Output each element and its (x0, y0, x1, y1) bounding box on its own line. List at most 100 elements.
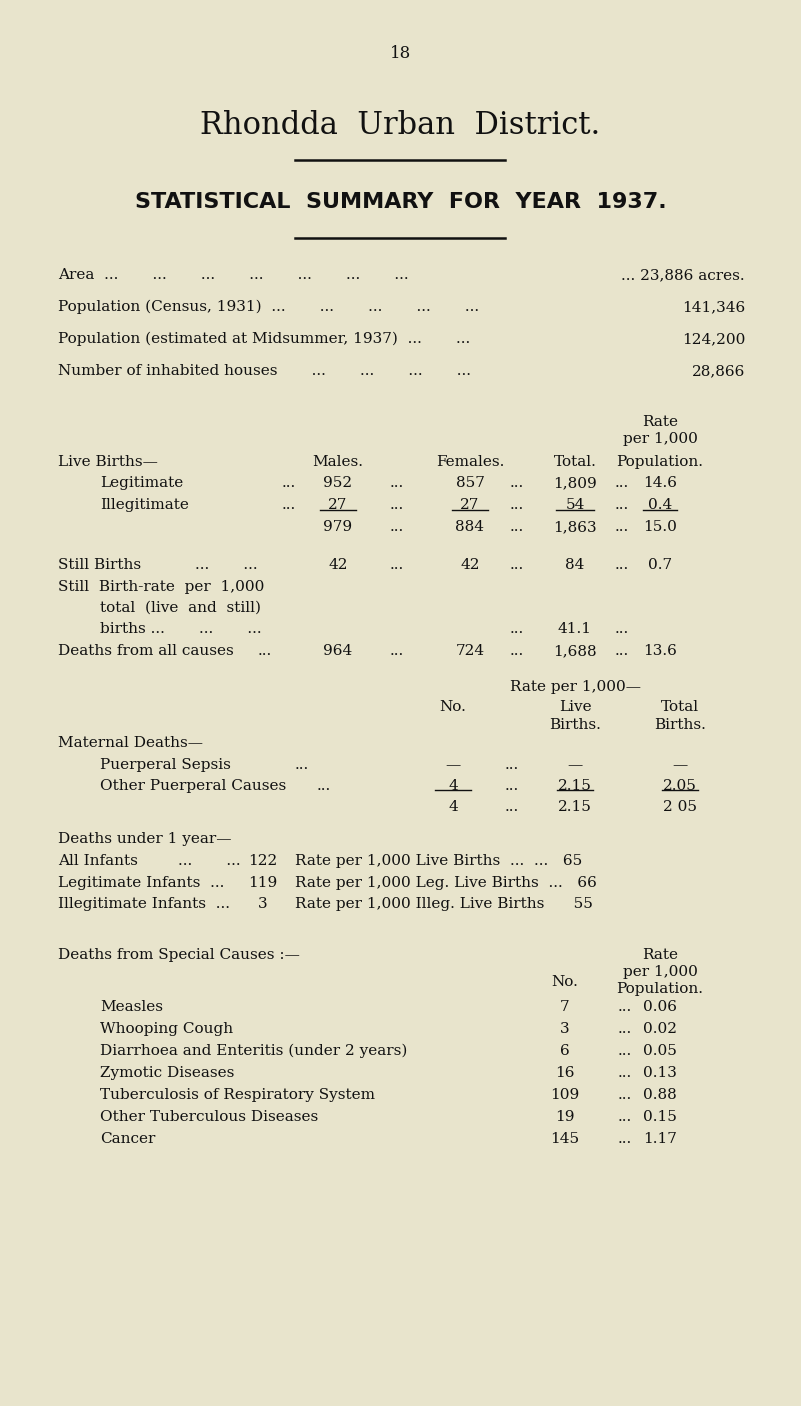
Text: Other Puerperal Causes: Other Puerperal Causes (100, 779, 286, 793)
Text: 0.13: 0.13 (643, 1066, 677, 1080)
Text: Females.: Females. (436, 456, 504, 470)
Text: Rate: Rate (642, 415, 678, 429)
Text: ...: ... (295, 758, 309, 772)
Text: ...: ... (615, 498, 630, 512)
Text: Rate per 1,000 Live Births  ...  ...   65: Rate per 1,000 Live Births ... ... 65 (295, 853, 582, 868)
Text: 15.0: 15.0 (643, 520, 677, 534)
Text: 109: 109 (550, 1088, 580, 1102)
Text: ...: ... (505, 800, 519, 814)
Text: Rate per 1,000 Leg. Live Births  ...   66: Rate per 1,000 Leg. Live Births ... 66 (295, 876, 597, 890)
Text: total  (live  and  still): total (live and still) (100, 600, 261, 614)
Text: Rate per 1,000 Illeg. Live Births      55: Rate per 1,000 Illeg. Live Births 55 (295, 897, 593, 911)
Text: 0.02: 0.02 (643, 1022, 677, 1036)
Text: Population.: Population. (617, 456, 703, 470)
Text: —: — (672, 758, 687, 772)
Text: 13.6: 13.6 (643, 644, 677, 658)
Text: 1,809: 1,809 (553, 477, 597, 491)
Text: 884: 884 (456, 520, 485, 534)
Text: ...: ... (615, 558, 630, 572)
Text: 4: 4 (448, 800, 458, 814)
Text: Live Births—: Live Births— (58, 456, 158, 470)
Text: 0.88: 0.88 (643, 1088, 677, 1102)
Text: ...: ... (618, 1109, 632, 1123)
Text: 0.05: 0.05 (643, 1045, 677, 1057)
Text: 2.15: 2.15 (558, 800, 592, 814)
Text: Other Tuberculous Diseases: Other Tuberculous Diseases (100, 1109, 318, 1123)
Text: Cancer: Cancer (100, 1132, 155, 1146)
Text: ...: ... (282, 498, 296, 512)
Text: 122: 122 (248, 853, 278, 868)
Text: Rhondda  Urban  District.: Rhondda Urban District. (200, 110, 601, 141)
Text: ...: ... (618, 1132, 632, 1146)
Text: ...: ... (505, 779, 519, 793)
Text: 4: 4 (448, 779, 458, 793)
Text: All Infants: All Infants (58, 853, 138, 868)
Text: Deaths from Special Causes :—: Deaths from Special Causes :— (58, 948, 300, 962)
Text: 0.7: 0.7 (648, 558, 672, 572)
Text: ...       ...: ... ... (195, 558, 258, 572)
Text: Population.: Population. (617, 981, 703, 995)
Text: per 1,000: per 1,000 (622, 432, 698, 446)
Text: STATISTICAL  SUMMARY  FOR  YEAR  1937.: STATISTICAL SUMMARY FOR YEAR 1937. (135, 193, 666, 212)
Text: ...: ... (615, 644, 630, 658)
Text: ...       ...: ... ... (178, 853, 240, 868)
Text: 0.15: 0.15 (643, 1109, 677, 1123)
Text: 979: 979 (324, 520, 352, 534)
Text: Still Births: Still Births (58, 558, 141, 572)
Text: ...: ... (615, 621, 630, 636)
Text: Total: Total (661, 700, 699, 714)
Text: 964: 964 (324, 644, 352, 658)
Text: Legitimate: Legitimate (100, 477, 183, 491)
Text: Illegitimate Infants  ...: Illegitimate Infants ... (58, 897, 230, 911)
Text: 2.05: 2.05 (663, 779, 697, 793)
Text: ...: ... (615, 477, 630, 491)
Text: 2.15: 2.15 (558, 779, 592, 793)
Text: 124,200: 124,200 (682, 332, 745, 346)
Text: 141,346: 141,346 (682, 299, 745, 314)
Text: Births.: Births. (549, 718, 601, 733)
Text: 2 05: 2 05 (663, 800, 697, 814)
Text: ...: ... (282, 477, 296, 491)
Text: Deaths from all causes: Deaths from all causes (58, 644, 234, 658)
Text: 27: 27 (328, 498, 348, 512)
Text: ...: ... (390, 498, 405, 512)
Text: 27: 27 (461, 498, 480, 512)
Text: 1.17: 1.17 (643, 1132, 677, 1146)
Text: No.: No. (440, 700, 466, 714)
Text: 119: 119 (248, 876, 278, 890)
Text: ...: ... (390, 558, 405, 572)
Text: 54: 54 (566, 498, 585, 512)
Text: ...: ... (510, 520, 524, 534)
Text: 3: 3 (560, 1022, 570, 1036)
Text: 0.4: 0.4 (648, 498, 672, 512)
Text: Rate: Rate (642, 948, 678, 962)
Text: 42: 42 (461, 558, 480, 572)
Text: 42: 42 (328, 558, 348, 572)
Text: ...: ... (510, 477, 524, 491)
Text: Still  Birth-rate  per  1,000: Still Birth-rate per 1,000 (58, 581, 264, 593)
Text: births ...       ...       ...: births ... ... ... (100, 621, 262, 636)
Text: Puerperal Sepsis: Puerperal Sepsis (100, 758, 231, 772)
Text: 14.6: 14.6 (643, 477, 677, 491)
Text: 28,866: 28,866 (691, 364, 745, 378)
Text: ...: ... (618, 1000, 632, 1014)
Text: —: — (567, 758, 582, 772)
Text: Number of inhabited houses       ...       ...       ...       ...: Number of inhabited houses ... ... ... .… (58, 364, 471, 378)
Text: Illegitimate: Illegitimate (100, 498, 189, 512)
Text: Maternal Deaths—: Maternal Deaths— (58, 735, 203, 749)
Text: 952: 952 (324, 477, 352, 491)
Text: Births.: Births. (654, 718, 706, 733)
Text: ...: ... (618, 1066, 632, 1080)
Text: ...: ... (390, 477, 405, 491)
Text: 0.06: 0.06 (643, 1000, 677, 1014)
Text: Deaths under 1 year—: Deaths under 1 year— (58, 832, 231, 846)
Text: ...: ... (510, 558, 524, 572)
Text: 84: 84 (566, 558, 585, 572)
Text: Area  ...       ...       ...       ...       ...       ...       ...: Area ... ... ... ... ... ... ... (58, 269, 409, 283)
Text: Rate per 1,000—: Rate per 1,000— (509, 681, 641, 695)
Text: ...: ... (510, 621, 524, 636)
Text: Zymotic Diseases: Zymotic Diseases (100, 1066, 235, 1080)
Text: ...: ... (618, 1088, 632, 1102)
Text: 1,688: 1,688 (553, 644, 597, 658)
Text: 3: 3 (258, 897, 268, 911)
